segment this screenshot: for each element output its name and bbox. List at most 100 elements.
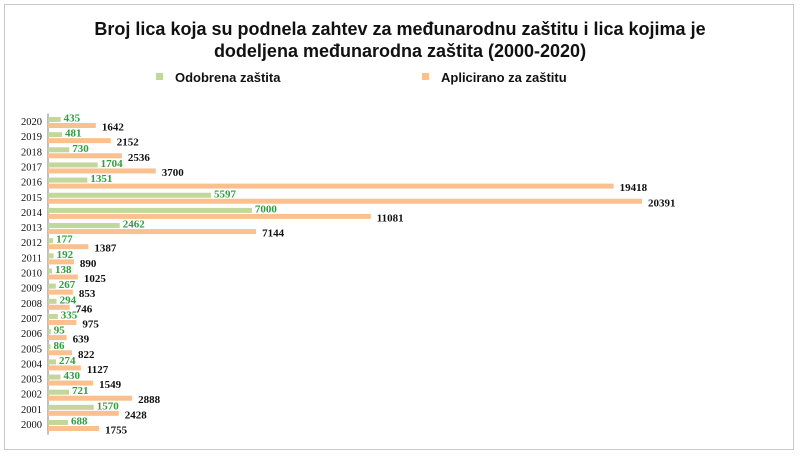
bar-aplicirano — [48, 229, 257, 235]
bar-aplicirano — [48, 365, 81, 371]
y-tick-label: 2011 — [21, 253, 42, 264]
bar-aplicirano — [48, 183, 614, 189]
y-tick-label: 2000 — [21, 420, 42, 431]
bar-aplicirano — [48, 350, 72, 356]
data-label-odobrena: 2462 — [123, 219, 146, 231]
y-tick-label: 2003 — [21, 375, 42, 386]
data-label-odobrena: 274 — [59, 355, 76, 367]
data-label-odobrena: 481 — [65, 128, 82, 140]
bar-odobrena — [48, 283, 56, 289]
y-tick-label: 2016 — [21, 178, 42, 189]
bar-odobrena — [48, 420, 69, 425]
bar-odobrena — [48, 253, 54, 259]
bar-aplicirano — [48, 168, 156, 174]
bar-aplicirano — [48, 198, 642, 204]
data-label-aplicirano: 1127 — [87, 364, 109, 376]
data-label-aplicirano: 19418 — [620, 182, 648, 194]
data-label-odobrena: 430 — [64, 370, 81, 382]
data-label-odobrena: 294 — [60, 294, 77, 306]
data-label-aplicirano: 1549 — [99, 379, 122, 391]
bar-aplicirano — [48, 138, 111, 144]
data-label-odobrena: 192 — [57, 249, 74, 261]
bar-odobrena — [48, 344, 51, 350]
legend-swatch-odobrena — [156, 73, 163, 80]
y-tick-label: 2005 — [21, 344, 42, 355]
bar-odobrena — [48, 207, 252, 213]
data-label-aplicirano: 11081 — [377, 212, 404, 224]
data-label-odobrena: 335 — [61, 309, 78, 321]
bar-odobrena — [48, 389, 70, 395]
legend-item-odobrena: Odobrena zaštita — [156, 70, 280, 85]
data-label-odobrena: 1351 — [90, 173, 112, 185]
bar-aplicirano — [48, 153, 122, 159]
y-tick-label: 2018 — [21, 147, 42, 158]
data-label-aplicirano: 7144 — [262, 228, 285, 240]
bar-odobrena — [48, 223, 120, 229]
bar-odobrena — [48, 117, 61, 122]
data-label-aplicirano: 2428 — [125, 409, 148, 421]
y-tick-label: 2002 — [21, 390, 42, 401]
bar-aplicirano — [48, 319, 77, 325]
y-tick-label: 2017 — [21, 162, 42, 173]
data-label-odobrena: 1570 — [97, 400, 120, 412]
chart-frame — [4, 4, 794, 450]
y-tick-label: 2001 — [21, 405, 42, 416]
data-label-odobrena: 7000 — [255, 203, 278, 215]
y-tick-label: 2012 — [21, 238, 42, 249]
data-label-aplicirano: 822 — [78, 349, 95, 361]
data-label-odobrena: 267 — [59, 279, 76, 291]
bar-aplicirano — [48, 213, 371, 219]
data-label-odobrena: 95 — [54, 325, 65, 337]
data-label-odobrena: 721 — [72, 385, 89, 397]
y-tick-label: 2013 — [21, 223, 42, 234]
bar-aplicirano — [48, 395, 133, 401]
bar-odobrena — [48, 177, 88, 183]
data-label-aplicirano: 3700 — [162, 167, 185, 179]
legend-label-odobrena: Odobrena zaštita — [175, 70, 281, 85]
bar-odobrena — [48, 238, 54, 244]
bar-aplicirano — [48, 380, 94, 386]
y-tick-label: 2014 — [21, 208, 43, 219]
bar-aplicirano — [48, 274, 78, 280]
data-label-aplicirano: 890 — [80, 258, 97, 270]
y-tick-label: 2009 — [21, 284, 42, 295]
bar-odobrena — [48, 132, 63, 138]
data-label-aplicirano: 1642 — [102, 122, 125, 134]
data-label-odobrena: 177 — [56, 234, 73, 246]
legend-item-aplicirano: Aplicirano za zaštitu — [422, 70, 567, 85]
bar-aplicirano — [48, 304, 70, 310]
legend-label-aplicirano: Aplicirano za zaštitu — [441, 70, 567, 85]
data-label-aplicirano: 1387 — [94, 243, 117, 255]
y-tick-label: 2015 — [21, 193, 42, 204]
data-label-aplicirano: 746 — [76, 303, 93, 315]
y-tick-label: 2007 — [21, 314, 42, 325]
y-tick-label: 2004 — [21, 359, 43, 370]
y-tick-label: 2019 — [21, 132, 42, 143]
bar-aplicirano — [48, 426, 100, 431]
bar-aplicirano — [48, 335, 67, 341]
data-label-odobrena: 5597 — [214, 188, 237, 200]
data-label-aplicirano: 2152 — [117, 137, 140, 149]
y-tick-label: 2008 — [21, 299, 42, 310]
data-label-aplicirano: 2536 — [128, 152, 150, 164]
data-label-odobrena: 730 — [72, 143, 89, 155]
bar-odobrena — [48, 268, 53, 274]
bar-odobrena — [48, 329, 51, 335]
data-label-aplicirano: 853 — [79, 288, 96, 300]
y-tick-label: 2020 — [21, 117, 42, 128]
bar-odobrena — [48, 359, 56, 365]
bar-aplicirano — [48, 410, 119, 416]
bar-aplicirano — [48, 244, 89, 250]
bar-odobrena — [48, 192, 212, 198]
legend-swatch-aplicirano — [422, 73, 429, 80]
chart-title: Broj lica koja su podnela zahtev za među… — [0, 18, 800, 62]
data-label-aplicirano: 1755 — [105, 425, 128, 437]
data-label-aplicirano: 20391 — [648, 197, 676, 209]
y-tick-label: 2006 — [21, 329, 42, 340]
data-label-odobrena: 86 — [54, 340, 65, 352]
chart-title-line-2: dodeljena međunarodna zaštita (2000-2020… — [213, 41, 587, 61]
bar-aplicirano — [48, 259, 74, 265]
bar-aplicirano — [48, 123, 96, 128]
bar-odobrena — [48, 147, 70, 153]
